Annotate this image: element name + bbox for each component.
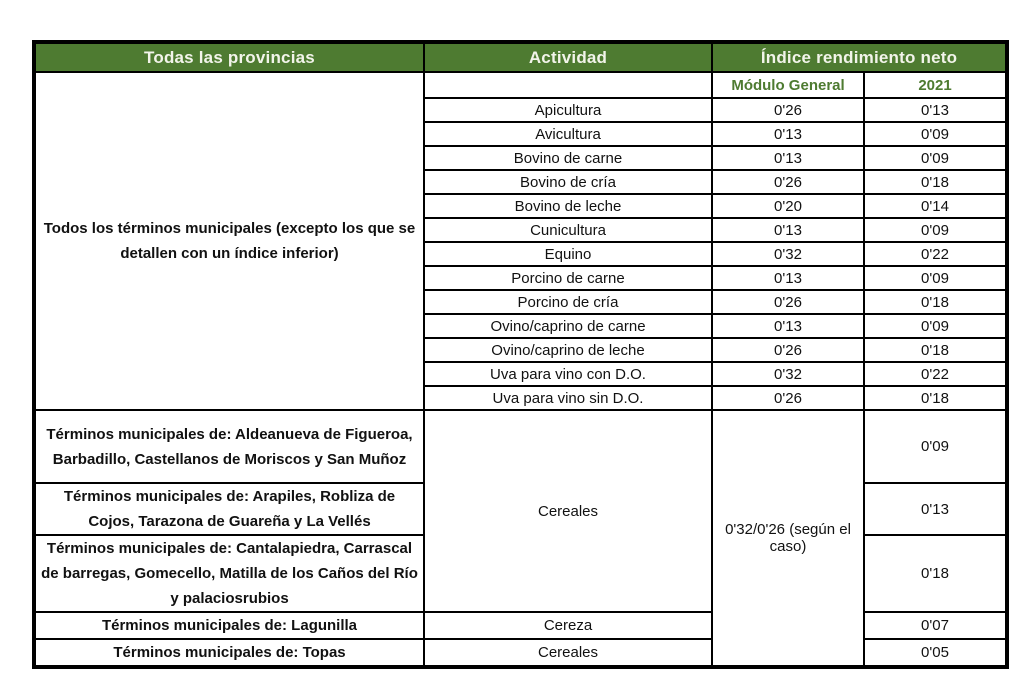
activity-cell: Avicultura [423, 121, 713, 147]
table-row: Bovino de cría 0'26 0'18 [34, 169, 1008, 195]
col-header-activity: Actividad [423, 41, 713, 73]
activity-cell: Ovino/caprino de carne [423, 313, 713, 339]
table-row: Avicultura 0'13 0'09 [34, 121, 1008, 147]
table-row: Términos municipales de: Cantalapiedra, … [33, 534, 1008, 613]
activity-cell-cereales: Cereales [423, 409, 713, 613]
modulo-value-cell: 0'32 [711, 241, 865, 267]
year-value-cell: 0'09 [863, 145, 1008, 171]
modulo-value-cell: 0'26 [711, 337, 865, 363]
table-row: Bovino de carne 0'13 0'09 [34, 145, 1008, 171]
all-municipalities-cell: Todos los términos municipales (excepto … [33, 71, 425, 411]
col-header-index: Índice rendimiento neto [711, 41, 1008, 73]
modulo-value-cell: 0'26 [711, 289, 865, 315]
empty-activity-cell [423, 71, 713, 99]
year-value-cell: 0'13 [863, 482, 1008, 536]
col-header-provinces: Todas las provincias [33, 41, 425, 73]
table-row: Términos municipales de: Lagunilla Cerez… [33, 611, 1008, 640]
year-value-cell: 0'22 [863, 361, 1008, 387]
municipality-cell: Términos municipales de: Lagunilla [33, 611, 425, 640]
activity-cell: Porcino de carne [423, 265, 713, 291]
activity-cell: Uva para vino sin D.O. [423, 385, 713, 411]
modulo-value-cell: 0'32 [711, 361, 865, 387]
modulo-value-cell: 0'13 [711, 145, 865, 171]
activity-cell: Uva para vino con D.O. [423, 361, 713, 387]
municipality-cell: Términos municipales de: Arapiles, Robli… [33, 482, 425, 536]
activity-cell: Cereales [423, 638, 713, 668]
table-subheader-row: Todos los términos municipales (excepto … [33, 71, 1008, 411]
year-value-cell: 0'14 [863, 193, 1008, 219]
municipality-cell: Términos municipales de: Cantalapiedra, … [33, 534, 425, 613]
table-row: Uva para vino sin D.O. 0'26 0'18 [34, 385, 1008, 411]
year-value-cell: 0'13 [863, 97, 1008, 123]
year-value-cell: 0'22 [863, 241, 1008, 267]
year-value-cell: 0'18 [863, 534, 1008, 613]
table-row: Porcino de cría 0'26 0'18 [34, 289, 1008, 315]
municipality-cell: Términos municipales de: Aldeanueva de F… [33, 409, 425, 484]
table-row: Cunicultura 0'13 0'09 [34, 217, 1008, 243]
table-row: Porcino de carne 0'13 0'09 [34, 265, 1008, 291]
table-row: Ovino/caprino de leche 0'26 0'18 [34, 337, 1008, 363]
subheader-modulo-general: Módulo General [711, 71, 865, 99]
year-value-cell: 0'18 [863, 337, 1008, 363]
activity-cell: Apicultura [423, 97, 713, 123]
year-value-cell: 0'18 [863, 289, 1008, 315]
activity-cell: Bovino de leche [423, 193, 713, 219]
tax-index-table: Todas las provincias Actividad Índice re… [32, 40, 1009, 669]
table-header-row: Todas las provincias Actividad Índice re… [33, 41, 1008, 73]
year-value-cell: 0'09 [863, 409, 1008, 484]
year-value-cell: 0'18 [863, 385, 1008, 411]
year-value-cell: 0'09 [863, 121, 1008, 147]
activity-cell: Bovino de cría [423, 169, 713, 195]
year-value-cell: 0'18 [863, 169, 1008, 195]
modulo-value-cell: 0'26 [711, 97, 865, 123]
activity-cell: Cereza [423, 611, 713, 640]
table-row: Apicultura 0'26 0'13 [34, 97, 1008, 123]
year-value-cell: 0'09 [863, 217, 1008, 243]
modulo-value-cell: 0'13 [711, 217, 865, 243]
table-row: Uva para vino con D.O. 0'32 0'22 [34, 361, 1008, 387]
modulo-value-cell: 0'13 [711, 313, 865, 339]
table-row: Equino 0'32 0'22 [34, 241, 1008, 267]
modulo-value-cell: 0'20 [711, 193, 865, 219]
table-row: Términos municipales de: Aldeanueva de F… [33, 409, 1008, 668]
table-row: Ovino/caprino de carne 0'13 0'09 [34, 313, 1008, 339]
activity-cell: Porcino de cría [423, 289, 713, 315]
year-value-cell: 0'07 [863, 611, 1008, 640]
modulo-value-cell: 0'26 [711, 169, 865, 195]
modulo-value-cell: 0'26 [711, 385, 865, 411]
municipality-cell: Términos municipales de: Topas [33, 638, 425, 668]
activity-cell: Ovino/caprino de leche [423, 337, 713, 363]
table-row: Términos municipales de: Topas Cereales … [33, 638, 1008, 668]
modulo-value-cell: 0'13 [711, 265, 865, 291]
subheader-2021: 2021 [863, 71, 1008, 99]
activity-cell: Cunicultura [423, 217, 713, 243]
year-value-cell: 0'09 [863, 313, 1008, 339]
modulo-value-cell: 0'13 [711, 121, 865, 147]
year-value-cell: 0'05 [863, 638, 1008, 668]
year-value-cell: 0'09 [863, 265, 1008, 291]
activity-cell: Bovino de carne [423, 145, 713, 171]
table-row: Términos municipales de: Arapiles, Robli… [33, 482, 1008, 536]
table-row: Bovino de leche 0'20 0'14 [34, 193, 1008, 219]
activity-cell: Equino [423, 241, 713, 267]
modulo-shared-cell: 0'32/0'26 (según el caso) [711, 409, 865, 668]
